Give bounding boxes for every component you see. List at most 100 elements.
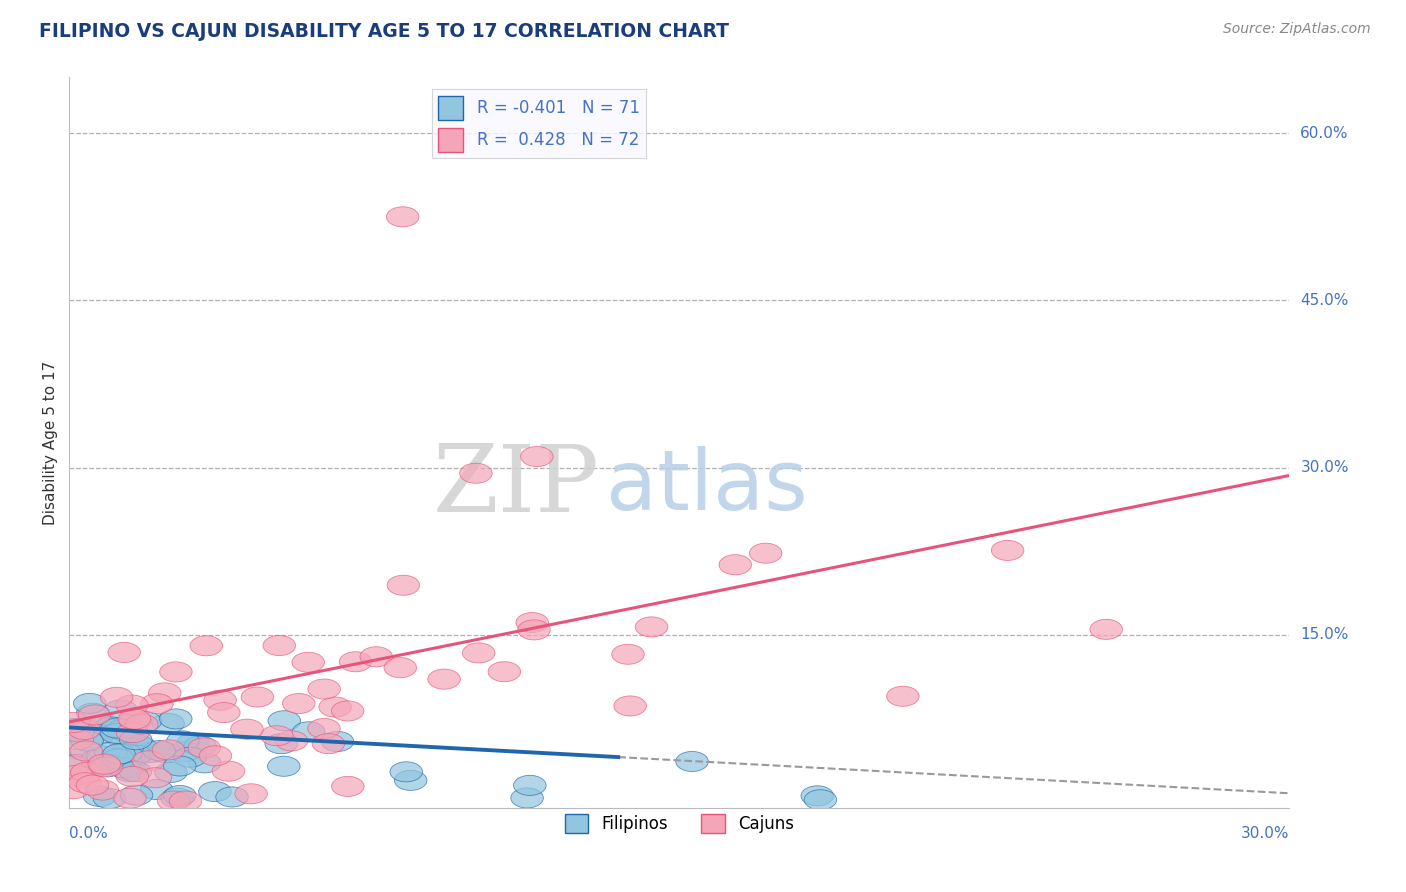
- Ellipse shape: [208, 703, 240, 723]
- Ellipse shape: [188, 738, 221, 758]
- Ellipse shape: [141, 694, 173, 714]
- Ellipse shape: [510, 788, 543, 808]
- Ellipse shape: [159, 709, 193, 729]
- Text: 0.0%: 0.0%: [69, 826, 108, 841]
- Ellipse shape: [389, 762, 422, 782]
- Ellipse shape: [517, 620, 550, 640]
- Ellipse shape: [264, 733, 298, 754]
- Ellipse shape: [96, 719, 128, 739]
- Ellipse shape: [242, 687, 274, 707]
- Ellipse shape: [188, 753, 221, 772]
- Ellipse shape: [141, 780, 173, 799]
- Ellipse shape: [332, 776, 364, 797]
- Ellipse shape: [93, 789, 125, 809]
- Ellipse shape: [204, 690, 236, 710]
- Ellipse shape: [308, 679, 340, 699]
- Ellipse shape: [160, 788, 194, 808]
- Ellipse shape: [149, 683, 181, 703]
- Ellipse shape: [460, 463, 492, 483]
- Ellipse shape: [103, 749, 135, 769]
- Ellipse shape: [132, 751, 165, 771]
- Ellipse shape: [66, 723, 98, 742]
- Ellipse shape: [94, 742, 127, 763]
- Ellipse shape: [152, 714, 184, 733]
- Ellipse shape: [190, 636, 222, 656]
- Ellipse shape: [177, 733, 209, 753]
- Ellipse shape: [167, 741, 201, 762]
- Ellipse shape: [125, 714, 157, 734]
- Ellipse shape: [100, 687, 134, 707]
- Ellipse shape: [718, 555, 752, 574]
- Ellipse shape: [124, 737, 156, 756]
- Ellipse shape: [58, 722, 90, 741]
- Ellipse shape: [94, 717, 127, 737]
- Ellipse shape: [120, 785, 153, 805]
- Ellipse shape: [91, 756, 125, 776]
- Ellipse shape: [235, 784, 267, 804]
- Ellipse shape: [160, 662, 193, 682]
- Ellipse shape: [86, 780, 118, 800]
- Ellipse shape: [66, 767, 98, 788]
- Ellipse shape: [75, 725, 107, 745]
- Ellipse shape: [122, 735, 155, 756]
- Ellipse shape: [70, 731, 103, 751]
- Legend: R = -0.401   N = 71, R =  0.428   N = 72: R = -0.401 N = 71, R = 0.428 N = 72: [432, 89, 647, 158]
- Y-axis label: Disability Age 5 to 17: Disability Age 5 to 17: [44, 360, 58, 524]
- Ellipse shape: [101, 723, 134, 744]
- Ellipse shape: [117, 723, 149, 743]
- Ellipse shape: [387, 575, 419, 595]
- Ellipse shape: [749, 543, 782, 563]
- Ellipse shape: [163, 786, 197, 805]
- Ellipse shape: [94, 755, 127, 775]
- Ellipse shape: [111, 723, 143, 742]
- Ellipse shape: [152, 739, 184, 760]
- Ellipse shape: [58, 713, 90, 732]
- Ellipse shape: [114, 762, 146, 781]
- Ellipse shape: [169, 791, 201, 811]
- Ellipse shape: [120, 745, 152, 765]
- Ellipse shape: [143, 740, 176, 761]
- Text: Source: ZipAtlas.com: Source: ZipAtlas.com: [1223, 22, 1371, 37]
- Ellipse shape: [212, 761, 245, 781]
- Ellipse shape: [283, 693, 315, 714]
- Ellipse shape: [167, 731, 200, 751]
- Ellipse shape: [107, 729, 139, 748]
- Ellipse shape: [115, 695, 148, 715]
- Ellipse shape: [82, 749, 114, 770]
- Ellipse shape: [339, 652, 371, 672]
- Ellipse shape: [89, 754, 121, 774]
- Ellipse shape: [163, 756, 195, 776]
- Ellipse shape: [231, 719, 263, 739]
- Ellipse shape: [991, 541, 1024, 560]
- Text: atlas: atlas: [606, 446, 808, 527]
- Ellipse shape: [70, 741, 103, 761]
- Ellipse shape: [59, 719, 91, 739]
- Ellipse shape: [103, 744, 135, 764]
- Text: 45.0%: 45.0%: [1301, 293, 1348, 308]
- Ellipse shape: [114, 789, 146, 808]
- Ellipse shape: [174, 747, 207, 767]
- Ellipse shape: [312, 733, 344, 754]
- Ellipse shape: [82, 724, 114, 745]
- Ellipse shape: [332, 701, 364, 721]
- Ellipse shape: [104, 700, 138, 720]
- Ellipse shape: [427, 669, 460, 690]
- Ellipse shape: [115, 766, 149, 787]
- Ellipse shape: [70, 763, 103, 782]
- Ellipse shape: [62, 722, 94, 741]
- Ellipse shape: [488, 662, 520, 681]
- Ellipse shape: [887, 686, 920, 706]
- Ellipse shape: [198, 781, 231, 802]
- Ellipse shape: [110, 744, 142, 764]
- Ellipse shape: [67, 720, 101, 739]
- Ellipse shape: [155, 763, 187, 782]
- Ellipse shape: [263, 635, 295, 656]
- Ellipse shape: [157, 791, 190, 811]
- Ellipse shape: [1090, 619, 1122, 640]
- Text: 30.0%: 30.0%: [1240, 826, 1289, 841]
- Ellipse shape: [118, 709, 150, 729]
- Ellipse shape: [387, 207, 419, 227]
- Ellipse shape: [801, 786, 834, 805]
- Ellipse shape: [90, 757, 122, 777]
- Text: ZIP: ZIP: [433, 442, 600, 532]
